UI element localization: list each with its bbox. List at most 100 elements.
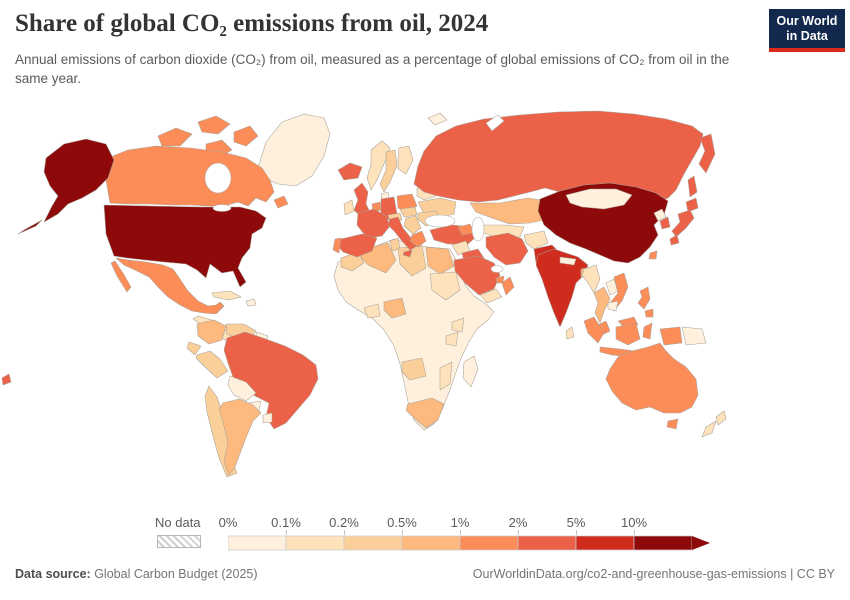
data-source: Data source: Global Carbon Budget (2025) [15,567,258,581]
country-australia-tasmania[interactable] [666,418,679,430]
legend-bin-4[interactable] [459,535,519,551]
country-mozambique[interactable] [439,361,453,391]
country-south-africa[interactable] [405,397,445,429]
country-japan[interactable] [685,197,699,213]
country-canada[interactable] [157,127,193,147]
country-new-zealand[interactable] [701,420,717,438]
country-greece[interactable] [409,230,427,248]
legend-bin-0[interactable] [228,535,287,551]
country-canada[interactable] [273,195,289,209]
region-balkans[interactable] [403,215,422,235]
legend-bin-3[interactable] [401,535,461,551]
country-indonesia[interactable] [583,316,605,344]
data-source-value: Global Carbon Budget (2025) [90,567,258,581]
country-portugal[interactable] [332,237,342,254]
legend-colorbar: 0% 0.1% 0.2% 0.5% 1% 2% 5% 10% [219,514,728,554]
caspian-sea [471,216,485,242]
legend-label-0: 0% [218,515,238,530]
country-south-korea[interactable] [659,216,671,230]
country-uruguay[interactable] [262,412,273,424]
country-russia-kamchatka[interactable] [698,133,716,174]
legend-bin-1[interactable] [285,535,345,551]
country-iceland[interactable] [337,162,363,181]
country-australia[interactable] [605,342,699,414]
country-sri-lanka[interactable] [565,326,575,340]
country-nepal[interactable] [559,256,577,266]
country-egypt[interactable] [425,246,455,275]
country-papua-new-guinea[interactable] [681,326,707,346]
country-indonesia[interactable] [659,326,683,346]
country-mongolia[interactable] [565,188,633,210]
country-canada[interactable] [197,115,231,135]
country-ghana[interactable] [363,303,381,319]
country-north-korea[interactable] [653,208,667,222]
country-indonesia[interactable] [615,322,641,346]
country-italy[interactable] [387,216,418,251]
country-sudan[interactable] [429,271,461,301]
country-mexico[interactable] [110,260,132,293]
country-madagascar[interactable] [462,355,479,388]
country-philippines[interactable] [637,286,651,310]
credit-link[interactable]: OurWorldinData.org/co2-and-greenhouse-ga… [472,567,835,581]
country-russia[interactable] [413,110,704,204]
no-data-swatch[interactable] [157,535,201,548]
country-tanzania[interactable] [445,331,459,347]
country-indonesia[interactable] [642,322,653,340]
country-norway[interactable] [366,140,391,191]
legend-bin-6[interactable] [575,535,635,551]
country-afghanistan[interactable] [523,230,549,250]
country-japan[interactable] [671,209,695,238]
country-saudi-arabia[interactable] [453,255,501,296]
great-lakes [212,204,232,212]
country-iran[interactable] [485,232,529,266]
country-greenland[interactable] [257,113,331,187]
region-central-europe[interactable] [399,206,418,218]
country-canada[interactable] [105,145,275,207]
country-finland[interactable] [397,145,414,175]
country-nigeria[interactable] [383,297,407,319]
country-colombia[interactable] [196,319,227,345]
country-ireland[interactable] [343,199,355,216]
country-cuba[interactable] [211,290,242,301]
country-india[interactable] [535,248,589,328]
country-usa-alaska[interactable] [43,138,115,223]
country-italy[interactable] [402,249,413,258]
country-sweden[interactable] [379,149,398,193]
country-kenya[interactable] [451,317,465,333]
country-myanmar[interactable] [581,264,601,294]
map-wrap-speck [1,373,12,386]
legend-bin-5[interactable] [517,535,577,551]
chart-subtitle: Annual emissions of carbon dioxide (CO₂)… [15,52,730,86]
country-usa-aleutians[interactable] [17,219,43,235]
country-canada[interactable] [233,125,259,147]
legend-label-1: 1% [450,515,470,530]
country-peru[interactable] [195,350,229,379]
country-argentina[interactable] [218,398,262,476]
owid-logo[interactable]: Our World in Data [769,9,845,52]
country-yemen[interactable] [479,288,503,304]
country-thailand[interactable] [593,286,611,324]
country-ecuador[interactable] [186,341,202,356]
country-russia-sakhalin[interactable] [687,175,698,198]
country-bolivia[interactable] [227,375,257,402]
country-japan[interactable] [669,234,680,246]
legend-bin-7-arrow[interactable] [692,536,710,550]
legend-bin-7[interactable] [633,535,693,551]
country-taiwan[interactable] [648,250,658,260]
country-philippines[interactable] [644,308,654,318]
country-new-zealand[interactable] [715,410,727,426]
island-svalbard[interactable] [427,112,448,126]
country-france[interactable] [356,208,391,239]
country-cambodia[interactable] [607,300,619,312]
hudson-bay [204,162,232,194]
legend-bin-2[interactable] [343,535,403,551]
map-legend: No data 0% 0.1% 0.2% 0.5% 1% 2% 5% 10% [155,514,715,556]
legend-label-2: 2% [508,515,528,530]
no-data-label: No data [155,515,201,530]
country-oman[interactable] [501,276,515,296]
country-usa[interactable] [103,204,267,288]
island-hispaniola[interactable] [245,298,257,307]
country-mexico[interactable] [115,257,225,315]
country-angola[interactable] [401,357,427,381]
region-gulf-states[interactable] [495,275,505,284]
